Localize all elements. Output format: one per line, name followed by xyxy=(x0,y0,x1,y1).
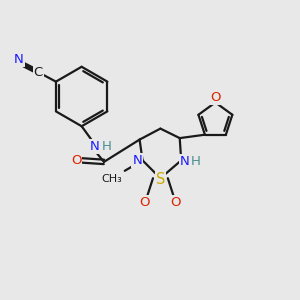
Text: N: N xyxy=(14,53,24,66)
Text: C: C xyxy=(33,66,43,79)
Text: CH₃: CH₃ xyxy=(102,174,122,184)
Text: N: N xyxy=(180,155,190,168)
Text: O: O xyxy=(71,154,82,167)
Text: O: O xyxy=(171,196,181,208)
Text: N: N xyxy=(132,154,142,167)
Text: O: O xyxy=(140,196,150,208)
Text: S: S xyxy=(156,172,165,187)
Text: H: H xyxy=(102,140,112,153)
Text: N: N xyxy=(90,140,100,153)
Text: H: H xyxy=(191,155,201,168)
Text: O: O xyxy=(210,91,220,103)
